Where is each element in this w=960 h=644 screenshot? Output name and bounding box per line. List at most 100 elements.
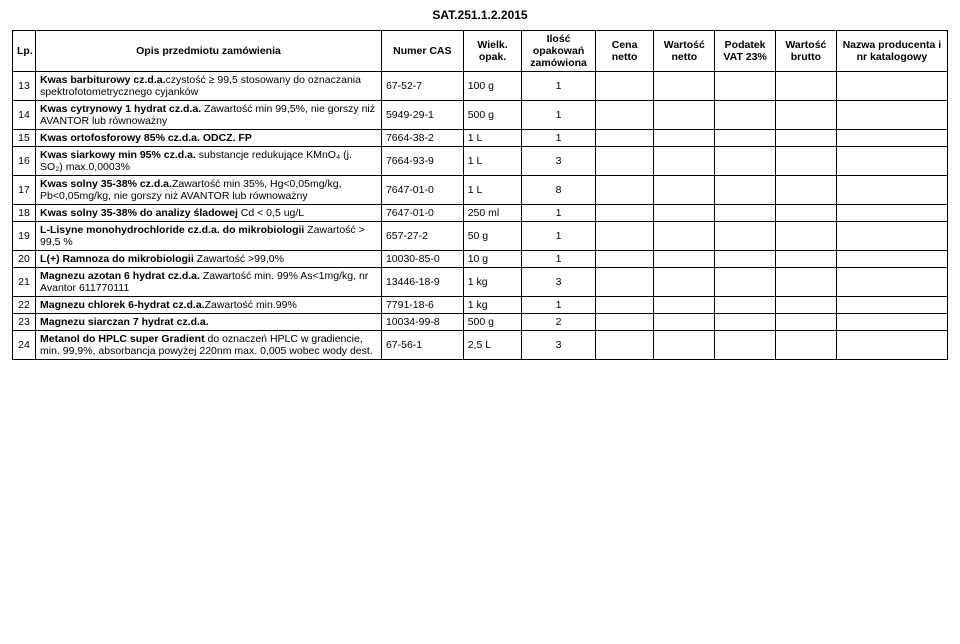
cell-lp: 19	[13, 222, 36, 251]
cell-wielk: 1 L	[463, 147, 522, 176]
cell-wn	[654, 331, 715, 360]
cell-cena	[595, 314, 654, 331]
cell-vat	[715, 268, 776, 297]
cell-cas: 7647-01-0	[381, 205, 463, 222]
table-row: 17Kwas solny 35-38% cz.d.a.Zawartość min…	[13, 176, 948, 205]
desc-bold: Metanol do HPLC super Gradient	[40, 333, 205, 345]
cell-wielk: 1 L	[463, 130, 522, 147]
cell-wb	[776, 297, 837, 314]
header-naz: Nazwa producenta i nr katalogowy	[836, 31, 947, 72]
cell-wb	[776, 205, 837, 222]
table-row: 13Kwas barbiturowy cz.d.a.czystość ≥ 99,…	[13, 72, 948, 101]
desc-bold: L-Lisyne monohydrochloride cz.d.a. do mi…	[40, 224, 304, 236]
order-table: Lp. Opis przedmiotu zamówienia Numer CAS…	[12, 30, 948, 360]
cell-ilosc: 1	[522, 130, 595, 147]
cell-cas: 7791-18-6	[381, 297, 463, 314]
cell-naz	[836, 101, 947, 130]
cell-cas: 13446-18-9	[381, 268, 463, 297]
table-row: 22Magnezu chlorek 6-hydrat cz.d.a.Zawart…	[13, 297, 948, 314]
cell-ilosc: 1	[522, 297, 595, 314]
cell-naz	[836, 176, 947, 205]
cell-cas: 7647-01-0	[381, 176, 463, 205]
desc-bold: Magnezu siarczan 7 hydrat cz.d.a.	[40, 316, 209, 328]
cell-ilosc: 3	[522, 331, 595, 360]
header-vat: Podatek VAT 23%	[715, 31, 776, 72]
cell-wb	[776, 314, 837, 331]
cell-lp: 18	[13, 205, 36, 222]
header-cas: Numer CAS	[381, 31, 463, 72]
cell-wn	[654, 251, 715, 268]
cell-cena	[595, 147, 654, 176]
cell-wb	[776, 268, 837, 297]
cell-desc: Magnezu azotan 6 hydrat cz.d.a. Zawartoś…	[36, 268, 382, 297]
header-desc: Opis przedmiotu zamówienia	[36, 31, 382, 72]
cell-cena	[595, 72, 654, 101]
cell-vat	[715, 176, 776, 205]
cell-wielk: 50 g	[463, 222, 522, 251]
cell-cena	[595, 101, 654, 130]
desc-bold: Magnezu chlorek 6-hydrat cz.d.a.	[40, 299, 205, 311]
cell-wb	[776, 72, 837, 101]
header-wn: Wartość netto	[654, 31, 715, 72]
desc-bold: Kwas siarkowy min 95% cz.d.a.	[40, 149, 196, 161]
cell-naz	[836, 268, 947, 297]
cell-desc: L-Lisyne monohydrochloride cz.d.a. do mi…	[36, 222, 382, 251]
cell-naz	[836, 222, 947, 251]
header-ilosc: Ilość opakowań zamówiona	[522, 31, 595, 72]
cell-cena	[595, 176, 654, 205]
cell-ilosc: 1	[522, 101, 595, 130]
cell-wn	[654, 130, 715, 147]
desc-rest: Zawartość >99,0%	[194, 253, 284, 265]
cell-lp: 22	[13, 297, 36, 314]
cell-desc: Magnezu siarczan 7 hydrat cz.d.a.	[36, 314, 382, 331]
desc-rest: Cd < 0,5 ug/L	[238, 207, 304, 219]
cell-wn	[654, 314, 715, 331]
cell-wb	[776, 331, 837, 360]
cell-wn	[654, 205, 715, 222]
table-row: 19 L-Lisyne monohydrochloride cz.d.a. do …	[13, 222, 948, 251]
cell-desc: Metanol do HPLC super Gradient do oznacz…	[36, 331, 382, 360]
cell-wn	[654, 297, 715, 314]
table-row: 18Kwas solny 35-38% do analizy śladowej …	[13, 205, 948, 222]
cell-ilosc: 2	[522, 314, 595, 331]
cell-desc: Magnezu chlorek 6-hydrat cz.d.a.Zawartoś…	[36, 297, 382, 314]
table-header-row: Lp. Opis przedmiotu zamówienia Numer CAS…	[13, 31, 948, 72]
cell-wielk: 1 kg	[463, 268, 522, 297]
cell-wielk: 1 kg	[463, 297, 522, 314]
cell-wn	[654, 147, 715, 176]
cell-cas: 10030-85-0	[381, 251, 463, 268]
cell-cas: 7664-93-9	[381, 147, 463, 176]
desc-bold: Magnezu azotan 6 hydrat cz.d.a.	[40, 270, 200, 282]
cell-wielk: 250 ml	[463, 205, 522, 222]
header-lp: Lp.	[13, 31, 36, 72]
cell-wb	[776, 176, 837, 205]
cell-lp: 17	[13, 176, 36, 205]
cell-desc: Kwas ortofosforowy 85% cz.d.a. ODCZ. FP	[36, 130, 382, 147]
cell-vat	[715, 331, 776, 360]
cell-desc: Kwas solny 35-38% do analizy śladowej Cd…	[36, 205, 382, 222]
cell-cas: 67-56-1	[381, 331, 463, 360]
cell-ilosc: 1	[522, 222, 595, 251]
cell-wielk: 100 g	[463, 72, 522, 101]
cell-ilosc: 1	[522, 205, 595, 222]
cell-wb	[776, 130, 837, 147]
cell-naz	[836, 331, 947, 360]
table-row: 16Kwas siarkowy min 95% cz.d.a. substanc…	[13, 147, 948, 176]
cell-vat	[715, 130, 776, 147]
cell-cena	[595, 205, 654, 222]
table-row: 15Kwas ortofosforowy 85% cz.d.a. ODCZ. F…	[13, 130, 948, 147]
header-cena: Cena netto	[595, 31, 654, 72]
desc-bold: Kwas solny 35-38% do analizy śladowej	[40, 207, 238, 219]
cell-lp: 23	[13, 314, 36, 331]
document-title: SAT.251.1.2.2015	[12, 8, 948, 22]
cell-vat	[715, 72, 776, 101]
cell-ilosc: 3	[522, 147, 595, 176]
cell-wielk: 1 L	[463, 176, 522, 205]
desc-rest: Zawartość min.99%	[205, 299, 297, 311]
cell-wn	[654, 222, 715, 251]
cell-wb	[776, 147, 837, 176]
cell-naz	[836, 72, 947, 101]
cell-lp: 20	[13, 251, 36, 268]
cell-wn	[654, 101, 715, 130]
cell-naz	[836, 205, 947, 222]
